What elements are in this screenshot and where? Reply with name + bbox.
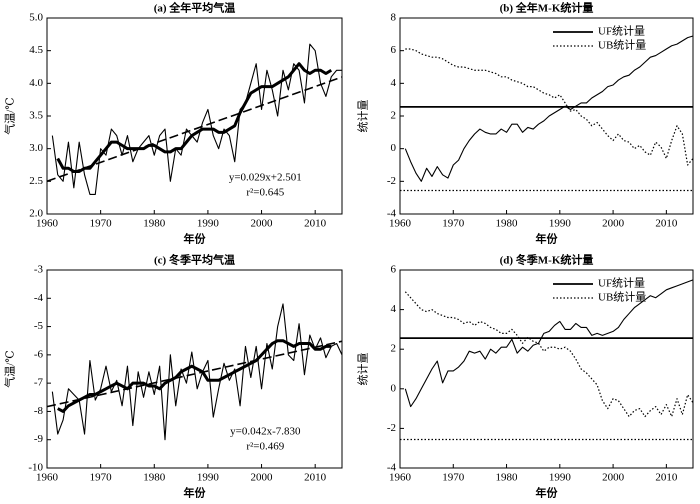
x-tick-label: 1970 [442, 472, 465, 484]
series-line [46, 76, 343, 183]
x-tick-label: 1960 [389, 472, 412, 484]
y-tick-label: -4 [387, 462, 397, 474]
x-tick-label: 1980 [496, 218, 519, 230]
series-line [404, 35, 694, 182]
x-tick-label: 1960 [389, 218, 412, 230]
x-tick-label: 1990 [549, 472, 572, 484]
panel-title: (a) 全年平均气温 [154, 1, 236, 15]
annotation: r²=0.645 [246, 187, 284, 199]
y-tick-label: -4 [34, 292, 44, 304]
x-tick-label: 1960 [36, 218, 59, 230]
plot-frame [399, 269, 694, 469]
y-tick-label: 4.5 [29, 44, 43, 56]
x-tick-label: 2010 [655, 472, 678, 484]
y-tick-label: 2 [391, 110, 397, 122]
y-tick-label: -10 [28, 462, 43, 474]
y-tick-label: 4 [391, 77, 397, 89]
annotation: y=0.029x+2.501 [229, 172, 302, 184]
x-tick-label: 1990 [549, 218, 572, 230]
y-axis-label: 气温/℃ [3, 97, 17, 134]
y-axis-label: 统计量 [357, 353, 370, 386]
y-tick-label: 5.0 [29, 12, 43, 24]
series-line [57, 339, 332, 413]
y-tick-label: -5 [34, 320, 44, 332]
annotation: y=0.042x-7.830 [230, 426, 301, 438]
x-tick-label: 2000 [251, 218, 274, 230]
plot-frame [46, 17, 343, 215]
y-tick-label: 2 [391, 343, 397, 355]
x-axis-label: 年份 [536, 486, 559, 500]
x-tick-label: 2000 [602, 472, 625, 484]
y-tick-label: -7 [34, 377, 44, 389]
legend-label: UF统计量 [598, 25, 645, 38]
x-tick-label: 1980 [143, 472, 166, 484]
x-tick-label: 2000 [251, 472, 274, 484]
y-tick-label: 0 [391, 382, 397, 394]
x-axis-label: 年份 [184, 232, 207, 246]
y-tick-label: 0 [391, 142, 397, 154]
y-tick-label: 6 [391, 264, 397, 276]
legend-label: UB统计量 [598, 39, 646, 52]
y-tick-label: 2.0 [29, 208, 43, 220]
x-tick-label: 1970 [90, 218, 113, 230]
series-line [51, 303, 343, 441]
x-tick-label: 1990 [197, 218, 220, 230]
panel-title: (b) 全年M-K统计量 [500, 1, 594, 15]
series-line [46, 340, 343, 408]
x-axis-label: 年份 [536, 232, 559, 246]
y-tick-label: -2 [387, 175, 396, 187]
y-axis-label: 统计量 [357, 100, 370, 133]
x-tick-label: 1960 [36, 472, 59, 484]
series-line [404, 279, 694, 408]
x-axis-label: 年份 [184, 486, 207, 500]
x-tick-label: 1980 [496, 472, 519, 484]
panel-title: (d) 冬季M-K统计量 [500, 253, 594, 267]
x-tick-label: 1980 [143, 218, 166, 230]
series-line [404, 291, 694, 418]
y-tick-label: 4 [391, 303, 397, 315]
plot-frame [399, 17, 694, 215]
series-line [405, 48, 694, 166]
panel-title: (c) 冬季平均气温 [154, 253, 235, 267]
x-tick-label: 2010 [304, 472, 327, 484]
plot-frame [46, 269, 343, 469]
x-tick-label: 2010 [655, 218, 678, 230]
y-tick-label: -9 [34, 433, 44, 445]
y-tick-label: 3.0 [29, 142, 43, 154]
y-tick-label: 3.5 [29, 110, 43, 122]
y-tick-label: -6 [34, 348, 44, 360]
x-tick-label: 1970 [90, 472, 113, 484]
x-tick-label: 2000 [602, 218, 625, 230]
y-tick-label: 4.0 [29, 77, 43, 89]
y-tick-label: 8 [391, 12, 397, 24]
y-tick-label: -4 [387, 208, 397, 220]
x-tick-label: 2010 [304, 218, 327, 230]
y-tick-label: -8 [34, 405, 44, 417]
y-tick-label: -2 [387, 422, 396, 434]
legend-label: UB统计量 [598, 291, 646, 304]
annotation: r²=0.469 [246, 441, 284, 453]
y-tick-label: -3 [34, 264, 44, 276]
y-axis-label: 气温/℃ [3, 350, 17, 387]
y-tick-label: 6 [391, 44, 397, 56]
legend-label: UF统计量 [598, 277, 645, 290]
series-line [56, 62, 333, 174]
x-tick-label: 1990 [197, 472, 220, 484]
x-tick-label: 1970 [442, 218, 465, 230]
y-tick-label: 2.5 [29, 175, 43, 187]
series-line [51, 43, 342, 195]
